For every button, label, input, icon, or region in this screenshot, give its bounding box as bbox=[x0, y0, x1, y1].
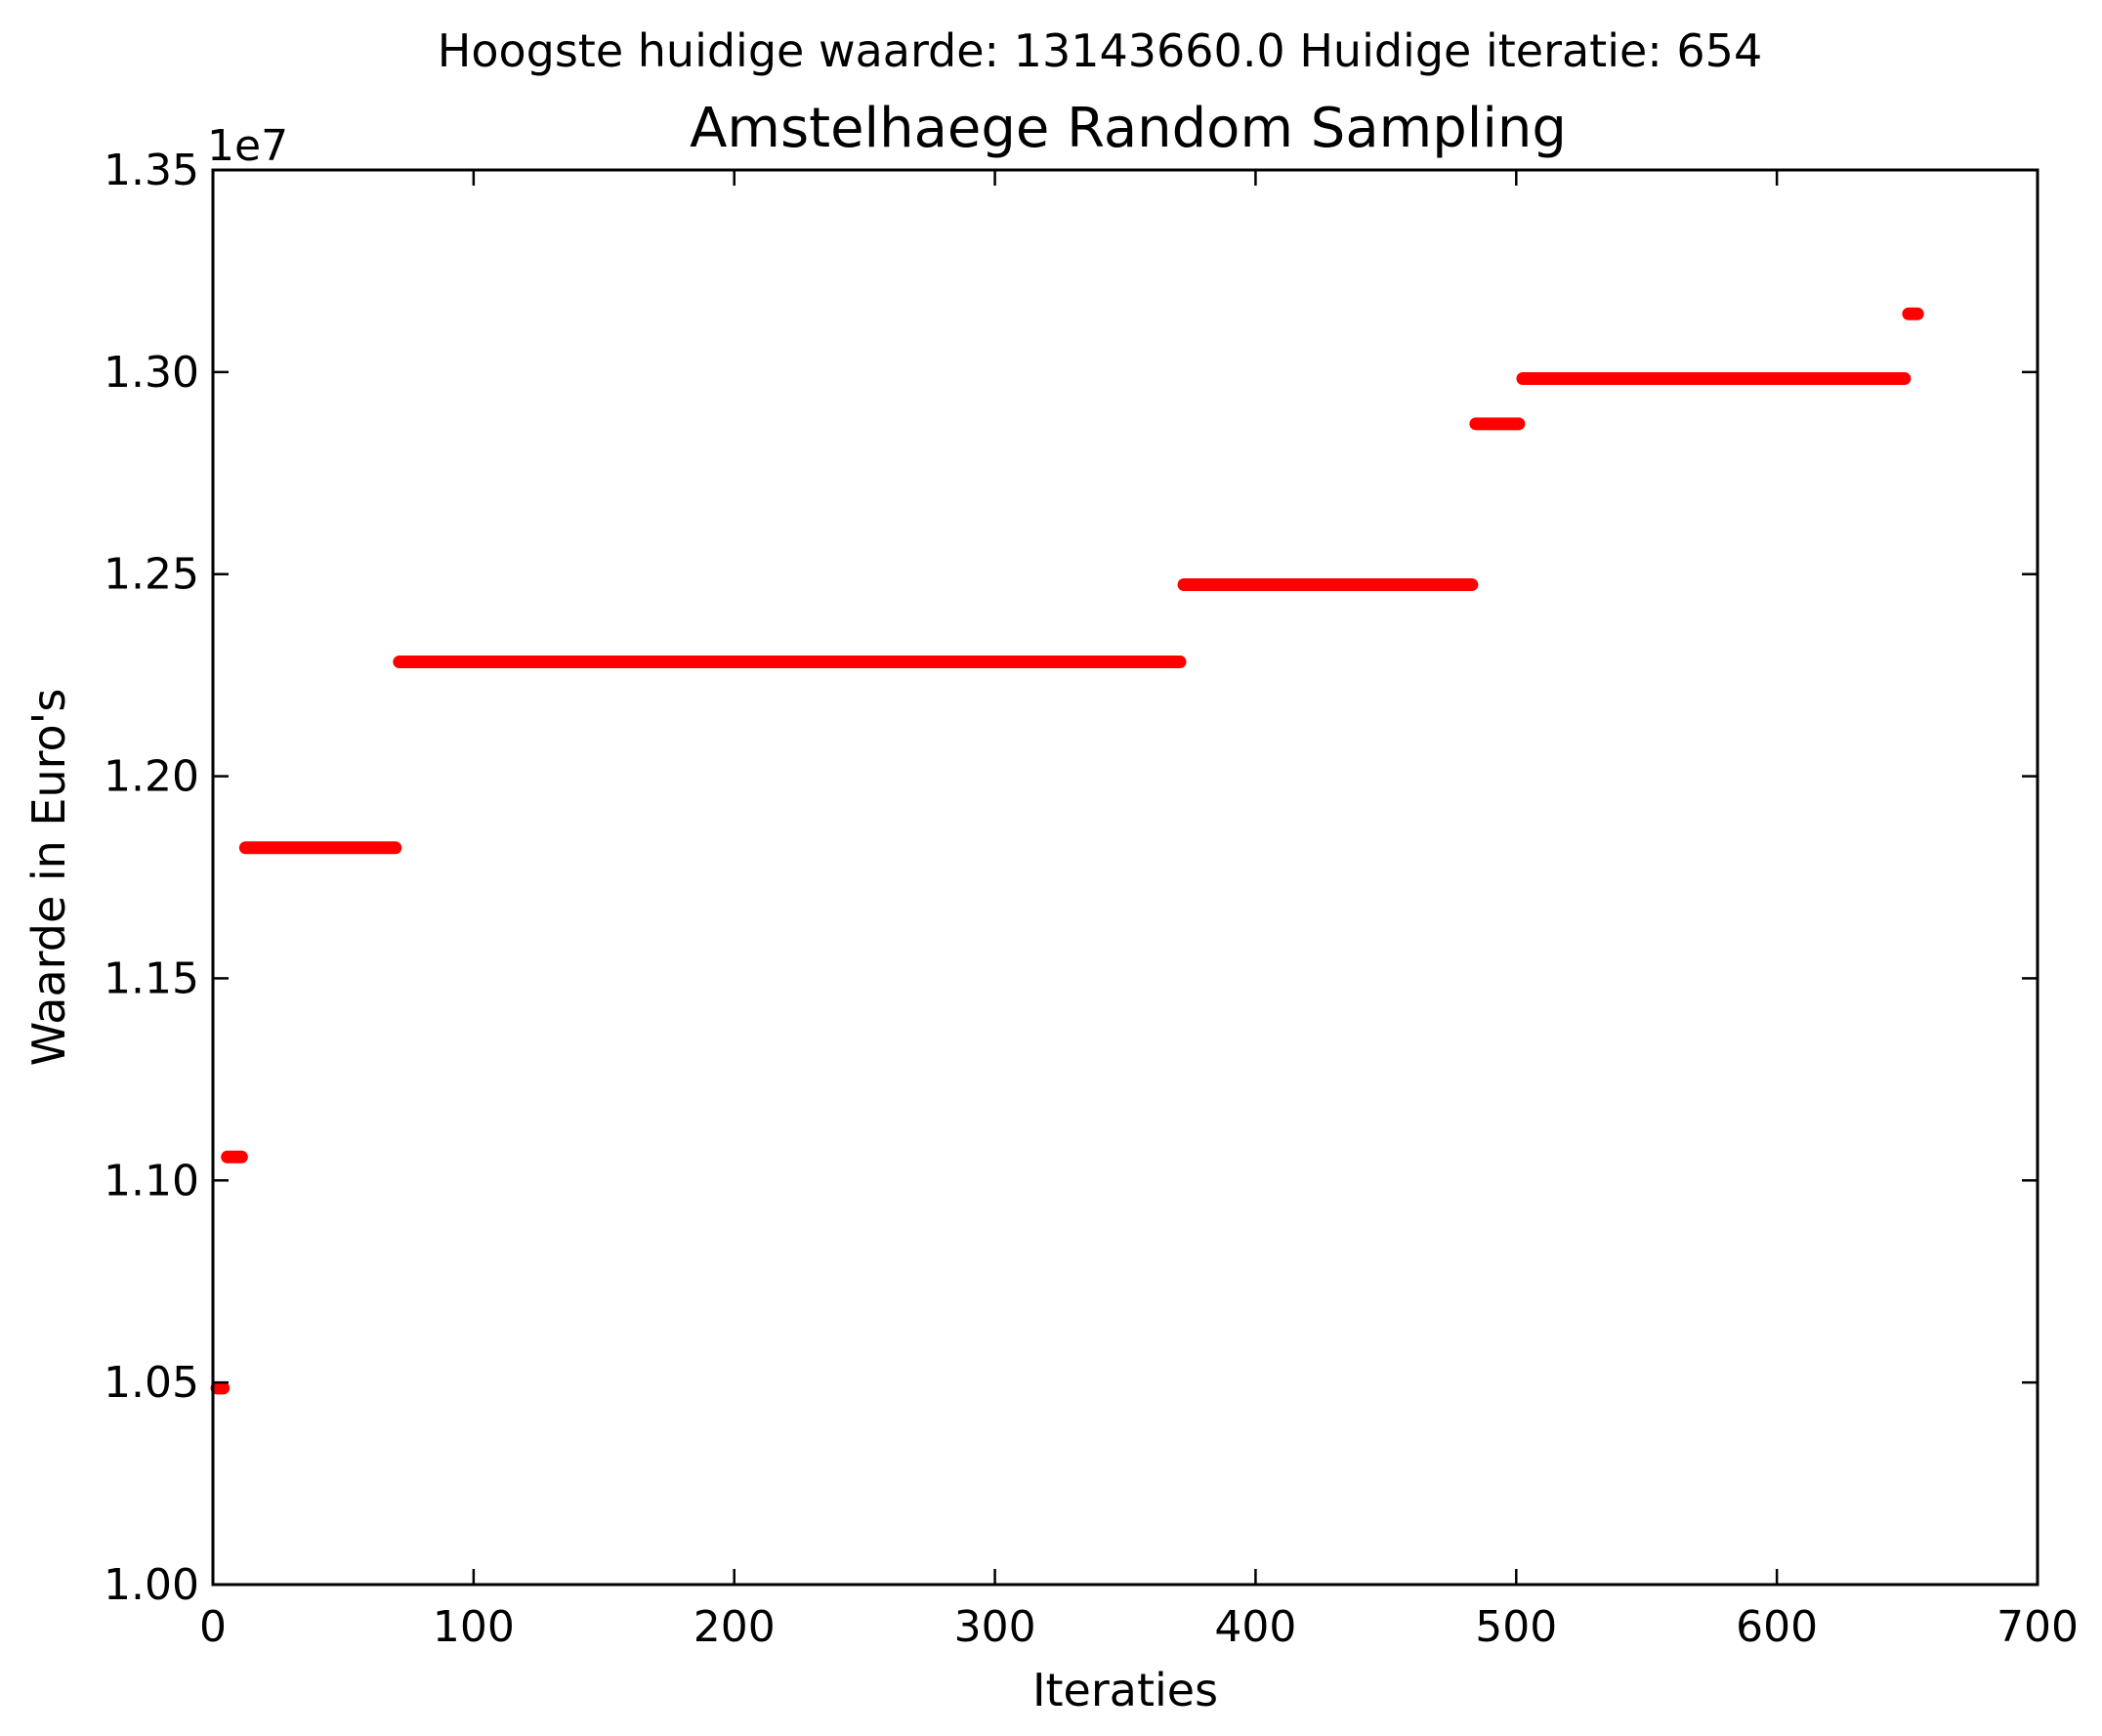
y-tick-label: 1.15 bbox=[104, 953, 199, 1003]
y-tick-label: 1.35 bbox=[104, 146, 199, 195]
x-tick-label: 200 bbox=[694, 1602, 776, 1652]
x-tick-label: 300 bbox=[954, 1602, 1036, 1652]
x-axis: 0 100 200 300 400 500 600 700 bbox=[199, 170, 2079, 1652]
y-tick-label: 1.25 bbox=[104, 550, 199, 600]
x-tick-label: 700 bbox=[1997, 1602, 2079, 1652]
y-tick-label: 1.10 bbox=[104, 1156, 199, 1206]
x-tick-label: 400 bbox=[1214, 1602, 1296, 1652]
chart-title: Amstelhaege Random Sampling bbox=[690, 97, 1567, 160]
y-tick-label: 1.05 bbox=[104, 1358, 199, 1408]
chart-suptitle: Hoogste huidige waarde: 13143660.0 Huidi… bbox=[438, 24, 1762, 77]
x-axis-label: Iteraties bbox=[1032, 1664, 1218, 1716]
y-offset-label: 1e7 bbox=[207, 121, 288, 171]
plot-frame bbox=[211, 168, 2039, 1587]
y-tick-label: 1.30 bbox=[104, 348, 199, 398]
y-axis: 1.00 1.05 1.10 1.15 1.20 1.25 1.30 1.35 bbox=[104, 146, 2038, 1610]
x-tick-label: 100 bbox=[433, 1602, 515, 1652]
y-tick-label: 1.20 bbox=[104, 752, 199, 802]
y-axis-label: Waarde in Euro's bbox=[22, 689, 75, 1067]
x-tick-label: 500 bbox=[1475, 1602, 1557, 1652]
x-tick-label: 600 bbox=[1736, 1602, 1818, 1652]
x-tick-label: 0 bbox=[199, 1602, 227, 1652]
y-tick-label: 1.00 bbox=[104, 1560, 199, 1610]
plot-marks bbox=[210, 307, 1924, 1395]
